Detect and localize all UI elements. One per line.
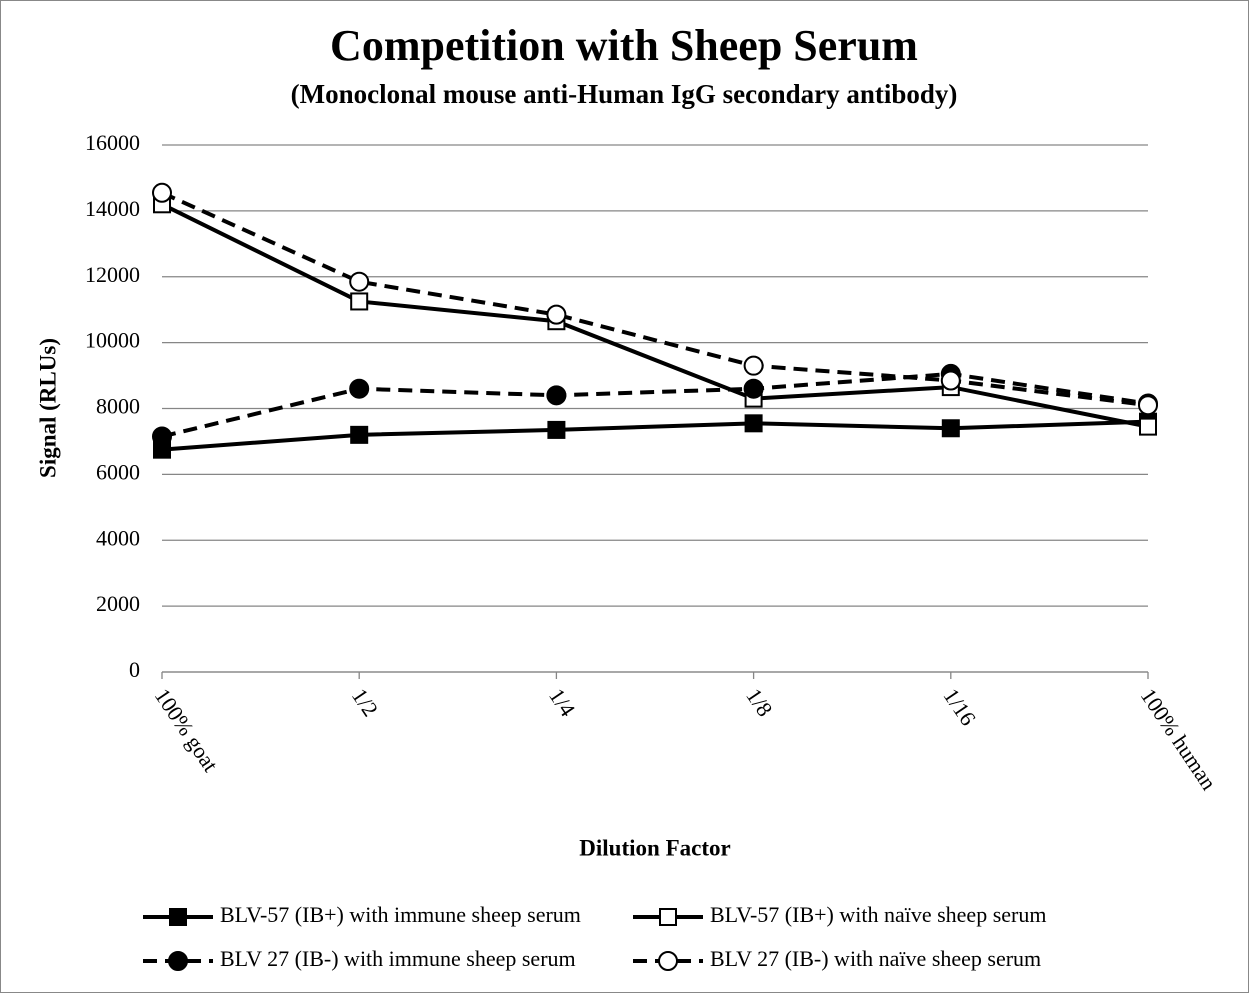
data-marker (940, 370, 961, 391)
y-tick-label: 16000 (85, 130, 140, 155)
data-marker (350, 425, 369, 444)
data-marker (546, 304, 567, 325)
data-marker (152, 426, 172, 447)
data-marker (546, 385, 567, 406)
data-marker (941, 419, 960, 438)
data-marker (743, 378, 764, 399)
series-line (161, 202, 1149, 429)
y-tick-label: 8000 (96, 394, 140, 419)
legend-label: BLV 27 (IB-) with naïve sheep serum (710, 946, 1041, 971)
legend-marker (659, 908, 677, 926)
legend-marker (168, 951, 188, 971)
y-axis-label: Signal (RLUs) (35, 338, 60, 478)
y-tick-label: 2000 (96, 591, 140, 616)
x-axis-label: Dilution Factor (579, 835, 730, 860)
legend-marker (169, 908, 187, 926)
y-tick-label: 14000 (85, 196, 140, 221)
legend-marker (658, 951, 678, 971)
y-tick-label: 6000 (96, 459, 140, 484)
data-marker (743, 355, 764, 376)
y-tick-label: 4000 (96, 525, 140, 550)
series-line (161, 419, 1149, 452)
data-marker (152, 182, 172, 203)
chart-subtitle: (Monoclonal mouse anti-Human IgG seconda… (291, 79, 958, 109)
y-tick-label: 0 (129, 657, 140, 682)
data-marker (349, 271, 370, 292)
y-tick-label: 10000 (85, 328, 140, 353)
series-line (161, 190, 1149, 408)
data-marker (1138, 395, 1158, 416)
y-tick-label: 12000 (85, 262, 140, 287)
chart-title: Competition with Sheep Serum (330, 21, 918, 70)
data-marker (350, 292, 369, 311)
data-marker (547, 420, 566, 439)
data-marker (1139, 417, 1157, 436)
data-marker (349, 378, 370, 399)
legend-label: BLV-57 (IB+) with immune sheep serum (220, 902, 581, 927)
legend-label: BLV 27 (IB-) with immune sheep serum (220, 946, 576, 971)
data-marker (744, 414, 763, 433)
legend-label: BLV-57 (IB+) with naïve sheep serum (710, 902, 1046, 927)
